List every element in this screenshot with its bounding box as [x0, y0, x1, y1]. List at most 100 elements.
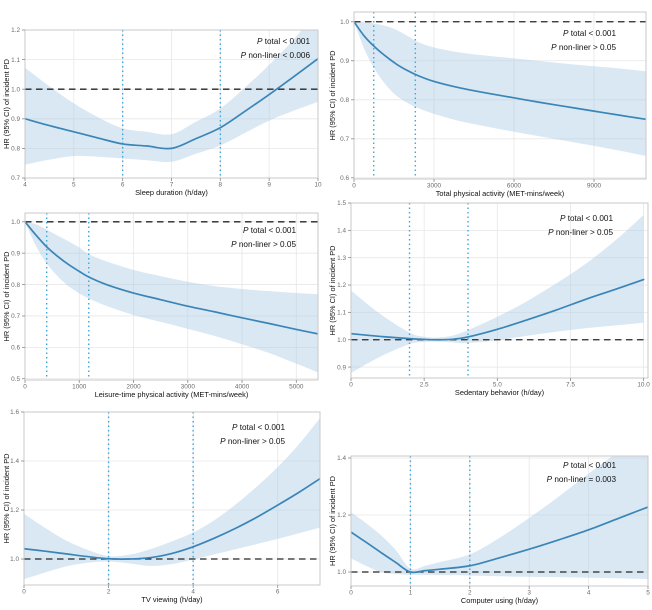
x-tick-label: 0	[23, 384, 27, 391]
x-tick-label: 2000	[126, 384, 141, 391]
ci-band	[25, 221, 318, 373]
y-tick-label: 1.2	[11, 27, 20, 34]
y-tick-label: 0.9	[11, 250, 20, 257]
plot-area	[351, 456, 648, 586]
y-tick-label: 0.8	[11, 146, 20, 153]
y-tick-label: 0.7	[11, 313, 20, 320]
chart-computer-using: 0 1 2 3 4 5 1.0 1.2 1.4 Computer using (h/day) HR …	[328, 455, 650, 605]
y-tick-label: 1.3	[337, 255, 346, 262]
ci-band	[24, 418, 320, 580]
y-tick-label: 1.2	[337, 282, 346, 289]
chart-total-physical-activity: 0 3000 6000 9000 0.6 0.7 0.8 0.9 1.0 Total physic…	[328, 11, 647, 198]
y-tick-label: 1.4	[10, 458, 19, 465]
y-tick-label: 0.6	[11, 345, 20, 352]
axis-ticks	[348, 457, 649, 589]
y-tick-label: 0.6	[340, 175, 349, 182]
x-tick-label: 3000	[181, 384, 196, 391]
p-value-annotation: P total < 0.001	[243, 226, 296, 235]
y-tick-label: 0.7	[11, 175, 20, 182]
y-tick-label: 1.0	[340, 19, 349, 26]
plot-area	[25, 213, 318, 380]
panel-border	[353, 11, 647, 180]
x-tick-label: 5.0	[493, 382, 502, 389]
x-tick-label: 1	[409, 590, 413, 597]
y-tick-label: 1.1	[337, 310, 346, 317]
ci-band	[351, 215, 644, 374]
y-axis-label: HR (95% CI) of incident PD	[328, 246, 337, 336]
y-axis-label: HR (95% CI) of incident PD	[2, 454, 11, 544]
ci-band	[351, 456, 648, 580]
y-tick-label: 1.0	[11, 219, 20, 226]
panel-border	[350, 455, 649, 587]
x-tick-label: 6	[276, 589, 280, 596]
x-tick-label: 9	[267, 182, 271, 189]
x-tick-label: 6	[121, 182, 125, 189]
x-tick-label: 7	[170, 182, 174, 189]
y-tick-label: 0.8	[340, 97, 349, 104]
x-tick-label: 0	[349, 382, 353, 389]
p-value-annotation: P total < 0.001	[560, 214, 613, 223]
x-tick-label: 1000	[72, 384, 87, 391]
x-tick-label: 0	[22, 589, 26, 596]
x-tick-label: 4	[23, 182, 27, 189]
axis-ticks	[348, 202, 645, 381]
chart-tv-viewing: 0 2 4 6 1.0 1.2 1.4 1.6 TV viewing (h/day) HR (95…	[2, 409, 321, 604]
p-value-annotation: P non-liner > 0.05	[220, 437, 285, 446]
x-axis-label: Total physical activity (MET-mins/week)	[436, 189, 565, 198]
x-axis-label: Leisure-time physical activity (MET-mins…	[95, 390, 249, 399]
x-tick-label: 8	[219, 182, 223, 189]
x-tick-label: 0	[352, 183, 356, 190]
p-value-annotation: P total < 0.001	[257, 37, 310, 46]
x-tick-label: 5000	[289, 384, 304, 391]
x-tick-label: 10	[314, 182, 322, 189]
y-tick-label: 1.1	[11, 57, 20, 64]
ci-band	[354, 21, 646, 156]
chart-leisure-time-physical-activity: 0 1000 2000 3000 4000 5000 0.5 0.6 0.7 0.8 0.9 1.0 L…	[2, 212, 319, 399]
panel-border	[350, 202, 649, 379]
x-tick-label: 3	[527, 590, 531, 597]
y-tick-label: 0.9	[340, 58, 349, 65]
p-value-annotation: P non-liner > 0.05	[551, 43, 616, 52]
y-tick-label: 0.5	[11, 376, 20, 383]
hr-curve	[351, 506, 648, 574]
hr-curve	[25, 220, 318, 335]
x-tick-label: 4	[587, 590, 591, 597]
x-tick-label: 0	[349, 590, 353, 597]
x-axis-label: TV viewing (h/day)	[141, 595, 202, 604]
x-tick-label: 4000	[235, 384, 250, 391]
x-axis-label: Sleep duration (h/day)	[135, 188, 208, 197]
y-tick-label: 0.8	[11, 282, 20, 289]
y-tick-label: 1.4	[337, 455, 346, 462]
plot-area	[24, 412, 320, 585]
y-tick-label: 1.5	[337, 200, 346, 207]
x-tick-label: 2	[107, 589, 111, 596]
x-tick-label: 7.5	[566, 382, 575, 389]
hr-curve	[24, 477, 320, 560]
y-tick-label: 1.2	[337, 512, 346, 519]
x-tick-label: 9000	[587, 183, 602, 190]
y-tick-label: 1.0	[337, 337, 346, 344]
panel-border	[23, 411, 321, 586]
y-tick-label: 1.0	[11, 86, 20, 93]
x-axis-label: Sedentary behavior (h/day)	[455, 388, 544, 397]
y-axis-label: HR (95% CI) of incident PD	[2, 59, 11, 149]
x-tick-label: 5	[646, 590, 650, 597]
p-value-annotation: P non-liner = 0.003	[547, 475, 617, 484]
y-axis-label: HR (95% CI) of incident PD	[2, 252, 11, 342]
p-value-annotation: P total < 0.001	[232, 423, 285, 432]
x-tick-label: 5	[72, 182, 76, 189]
y-axis-label: HR (95% CI) of incident PD	[328, 51, 337, 141]
p-value-annotation: P total < 0.001	[563, 461, 616, 470]
chart-sleep-duration: 4 5 6 7 8 9 10 0.7 0.8 0.9 1.0 1.1 1.2 Sleep duration…	[2, 27, 322, 197]
x-tick-label: 3000	[427, 183, 442, 190]
chart-sedentary-behavior: 0 2.5 5.0 7.5 10.0 0.9 1.0 1.1 1.2 1.3 1.4 1.5 Seden…	[328, 200, 650, 397]
axis-ticks	[22, 221, 297, 383]
panel-border	[24, 212, 319, 381]
x-tick-label: 2	[468, 590, 472, 597]
hr-curve	[25, 57, 318, 150]
hr-curve	[354, 20, 646, 121]
x-tick-label: 2.5	[420, 382, 429, 389]
y-tick-label: 0.9	[11, 116, 20, 123]
hr-curve	[351, 278, 645, 341]
